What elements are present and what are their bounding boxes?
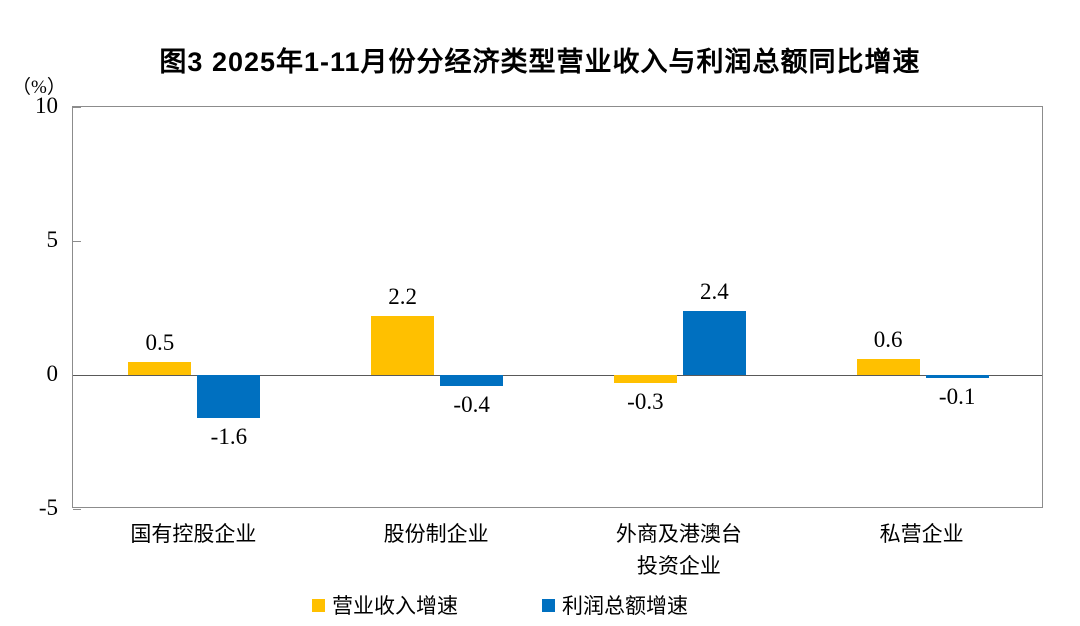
legend-label: 营业收入增速 [332,594,458,618]
bar-value-label: 2.2 [388,284,417,310]
bar-value-label: 0.5 [145,329,175,355]
bar-value-label: -0.1 [938,383,976,409]
y-tick-mark [73,509,81,510]
x-category-label: 私营企业 [879,522,964,546]
bar-value-label: -0.3 [627,389,664,415]
bar-value-label: -1.6 [210,423,248,449]
bar-value-label: 2.4 [700,278,729,304]
x-category-label: 外商及港澳台 投资企业 [615,522,742,578]
legend-item: 营业收入增速 [312,590,458,620]
bar-profit-growth [440,375,504,386]
bar-revenue-growth [128,361,192,375]
x-category-label: 国有控股企业 [130,522,257,546]
bar-value-label: 0.6 [873,326,903,352]
y-tick-mark [73,241,81,242]
y-tick-label: -5 [38,495,58,520]
legend-swatch-icon [312,598,325,612]
y-tick-label: 10 [35,93,58,118]
y-tick-label: 0 [46,361,59,386]
zero-axis-line [73,374,1042,376]
bar-profit-growth [925,375,989,378]
bar-profit-growth [197,375,261,418]
legend-item: 利润总额增速 [542,590,688,620]
y-axis-unit-label: （%） [12,77,66,98]
bar-revenue-growth [856,358,920,375]
bar-value-label: -0.4 [453,391,490,417]
y-tick-mark [73,375,81,376]
bar-revenue-growth [371,316,435,375]
y-tick-mark [73,107,81,108]
chart-title: 图3 2025年1-11月份分经济类型营业收入与利润总额同比增速 [159,47,921,77]
legend: 营业收入增速 利润总额增速 [0,590,1000,620]
legend-label: 利润总额增速 [562,594,688,618]
x-category-label: 股份制企业 [383,522,489,546]
plot-area: 0.5 2.2 -0.3 0.6 -1.6 -0.4 2.4 -0.1 [72,106,1043,510]
legend-swatch-icon [542,598,555,612]
bar-revenue-growth [613,375,677,384]
y-tick-label: 5 [46,227,59,252]
bar-profit-growth [682,310,746,375]
